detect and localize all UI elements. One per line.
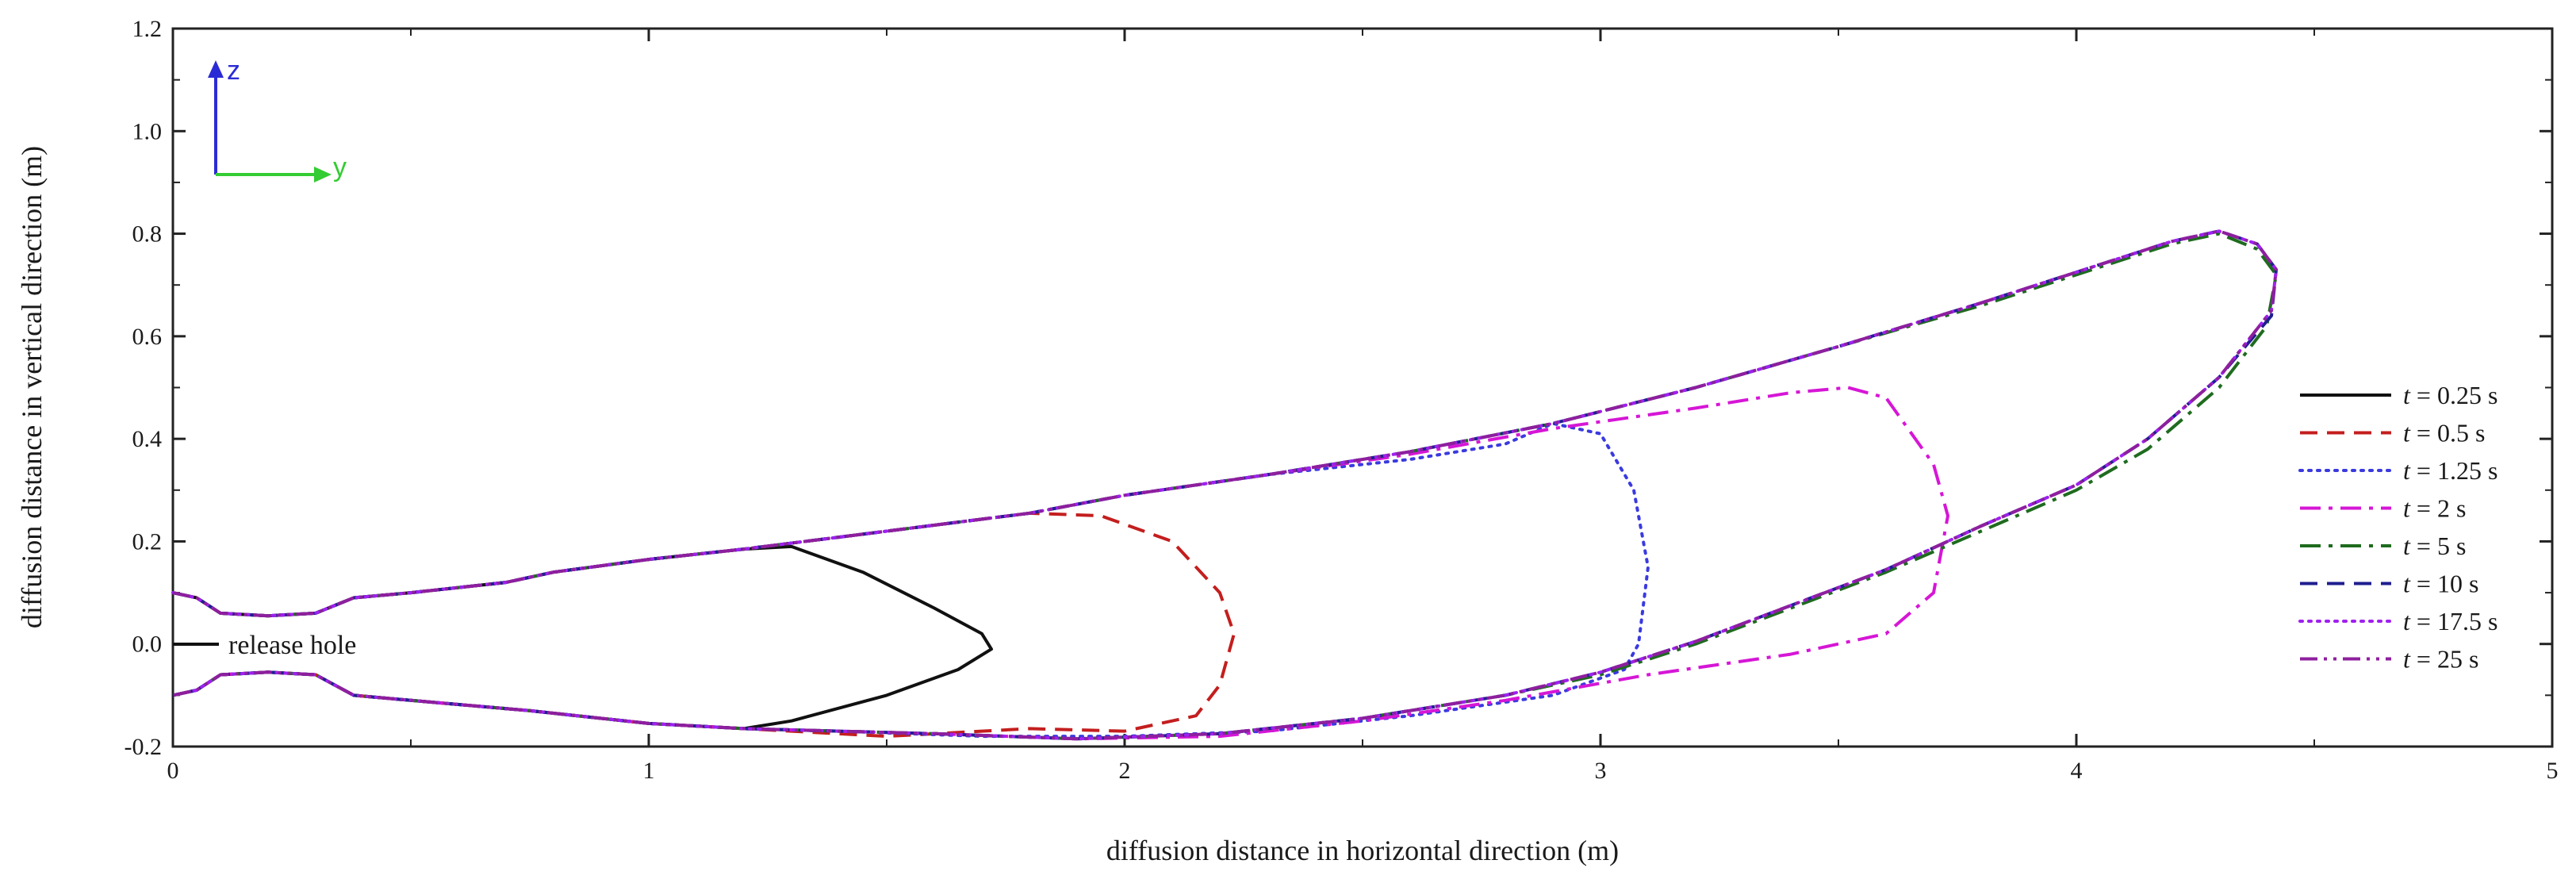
x-tick-label: 1 [643, 758, 655, 784]
series-line-3 [171, 421, 1650, 739]
y-axis-label-indicator: y [333, 152, 347, 182]
series-layer [171, 229, 2278, 741]
legend-variable: t [2403, 570, 2417, 598]
legend-label: t = 5 s [2403, 532, 2466, 560]
series-line-8 [172, 229, 2278, 741]
y-tick-label: -0.2 [125, 734, 163, 760]
x-tick-label: 0 [167, 758, 179, 784]
legend-label: t = 0.25 s [2403, 381, 2497, 409]
x-tick-label: 4 [2071, 758, 2083, 784]
y-tick-label: 1.0 [132, 118, 163, 144]
x-tick-label: 3 [1595, 758, 1607, 784]
coordinate-axes-indicator: z y [208, 56, 347, 182]
legend-value: = 2 s [2417, 494, 2467, 523]
y-tick-label: 1.2 [132, 16, 163, 42]
tick-layer: 0 1 2 3 4 5 -0.2 0.0 0.2 0.4 0.6 0.8 1.0 1.2 [125, 16, 2559, 784]
legend: t = 0.25 st = 0.5 st = 1.25 st = 2 st = … [2298, 381, 2497, 674]
legend-label: t = 2 s [2403, 494, 2466, 523]
z-axis-label: z [227, 56, 240, 86]
legend-value: = 0.25 s [2417, 381, 2498, 409]
legend-variable: t [2403, 456, 2417, 485]
y-tick-label: 0.8 [132, 221, 163, 248]
legend-value: = 25 s [2417, 645, 2479, 674]
series-line-4 [172, 386, 1949, 741]
legend-value: = 10 s [2417, 570, 2479, 598]
legend-label: t = 10 s [2403, 570, 2478, 598]
legend-variable: t [2403, 532, 2417, 560]
y-tick-label: 0.0 [132, 632, 163, 658]
legend-label: t = 25 s [2403, 645, 2478, 674]
legend-value: = 0.5 s [2417, 419, 2486, 447]
legend-label: t = 1.25 s [2403, 456, 2497, 485]
y-tick-label: 0.2 [132, 528, 163, 555]
legend-variable: t [2403, 494, 2417, 523]
release-hole-label: release hole [228, 631, 356, 660]
x-tick-label: 5 [2547, 758, 2559, 784]
y-axis-title: diffusion distance in vertical direction… [16, 146, 48, 628]
legend-variable: t [2403, 645, 2417, 674]
y-tick-label: 0.4 [132, 426, 163, 452]
legend-variable: t [2403, 381, 2417, 409]
legend-variable: t [2403, 419, 2417, 447]
y-tick-label: 0.6 [132, 324, 163, 350]
series-line-2 [172, 511, 1236, 739]
legend-value: = 1.25 s [2417, 456, 2498, 485]
legend-label: t = 17.5 s [2403, 607, 2497, 635]
series-line-7 [171, 229, 2278, 741]
plot-area-frame [171, 27, 2554, 748]
legend-label: t = 0.5 s [2403, 419, 2485, 447]
x-tick-label: 2 [1119, 758, 1131, 784]
legend-variable: t [2403, 607, 2417, 635]
z-arrowhead-icon [208, 60, 224, 78]
y-arrowhead-icon [314, 167, 332, 182]
x-axis-title: diffusion distance in horizontal directi… [1106, 835, 1619, 866]
legend-value: = 17.5 s [2417, 607, 2498, 635]
legend-value: = 5 s [2417, 532, 2467, 560]
annotation-layer: release hole [173, 631, 356, 660]
